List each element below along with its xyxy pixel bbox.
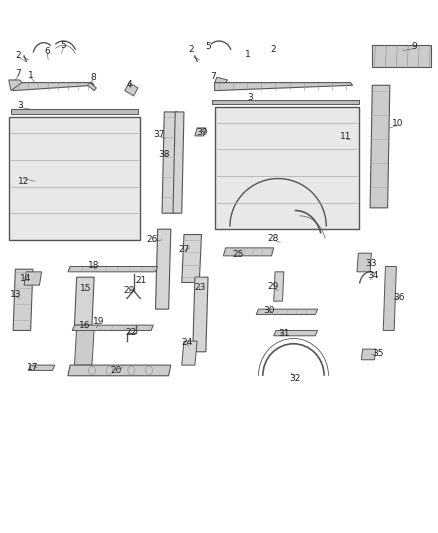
Polygon shape xyxy=(9,117,140,240)
Polygon shape xyxy=(372,45,431,67)
Text: 36: 36 xyxy=(394,293,405,302)
Text: 14: 14 xyxy=(20,274,31,283)
Polygon shape xyxy=(88,83,96,91)
Polygon shape xyxy=(155,229,171,309)
Polygon shape xyxy=(74,277,94,325)
Polygon shape xyxy=(195,128,206,136)
Polygon shape xyxy=(215,107,359,229)
Polygon shape xyxy=(274,272,284,301)
Text: 34: 34 xyxy=(367,271,379,280)
Text: 24: 24 xyxy=(181,338,192,346)
Text: 13: 13 xyxy=(10,290,21,299)
Text: 31: 31 xyxy=(278,329,290,337)
Polygon shape xyxy=(13,269,33,330)
Text: 4: 4 xyxy=(127,80,132,88)
Polygon shape xyxy=(13,83,94,91)
Polygon shape xyxy=(193,277,208,352)
Text: 15: 15 xyxy=(80,285,91,293)
Polygon shape xyxy=(125,83,138,96)
Polygon shape xyxy=(370,85,390,208)
Text: 11: 11 xyxy=(340,133,352,141)
Polygon shape xyxy=(357,253,371,272)
Polygon shape xyxy=(215,83,353,91)
Text: 37: 37 xyxy=(153,130,164,139)
Text: 1: 1 xyxy=(245,51,251,59)
Polygon shape xyxy=(182,235,201,282)
Text: 6: 6 xyxy=(44,47,50,56)
Text: 10: 10 xyxy=(392,119,403,128)
Polygon shape xyxy=(9,80,22,91)
Polygon shape xyxy=(162,112,177,213)
Polygon shape xyxy=(215,77,228,83)
Text: 30: 30 xyxy=(263,306,275,315)
Text: 1: 1 xyxy=(28,71,34,80)
Polygon shape xyxy=(274,330,318,336)
Text: 5: 5 xyxy=(60,42,67,50)
Text: 2: 2 xyxy=(188,45,194,53)
Text: 22: 22 xyxy=(125,328,136,336)
Polygon shape xyxy=(212,100,359,104)
Text: 7: 7 xyxy=(210,72,216,80)
Text: 2: 2 xyxy=(270,45,276,53)
Polygon shape xyxy=(182,341,197,365)
Text: 16: 16 xyxy=(79,321,91,329)
Text: 9: 9 xyxy=(411,43,417,51)
Text: 5: 5 xyxy=(205,42,212,51)
Polygon shape xyxy=(72,325,153,330)
Polygon shape xyxy=(383,266,396,330)
Text: 19: 19 xyxy=(93,317,105,326)
Text: 8: 8 xyxy=(90,74,96,82)
Polygon shape xyxy=(24,272,42,285)
Text: 29: 29 xyxy=(268,282,279,291)
Text: 17: 17 xyxy=(27,364,39,372)
Text: 18: 18 xyxy=(88,261,99,270)
Text: 7: 7 xyxy=(15,69,21,77)
Polygon shape xyxy=(361,349,376,360)
Text: 12: 12 xyxy=(18,177,29,185)
Polygon shape xyxy=(68,365,171,376)
Text: 39: 39 xyxy=(197,128,208,136)
Text: 21: 21 xyxy=(135,276,147,285)
Polygon shape xyxy=(74,328,94,365)
Text: 27: 27 xyxy=(179,245,190,254)
Text: 35: 35 xyxy=(372,350,384,358)
Text: 32: 32 xyxy=(290,374,301,383)
Text: 23: 23 xyxy=(194,284,205,292)
Text: 25: 25 xyxy=(233,251,244,259)
Text: 38: 38 xyxy=(158,150,170,159)
Text: 20: 20 xyxy=(110,367,121,375)
Polygon shape xyxy=(28,365,55,370)
Polygon shape xyxy=(223,248,274,256)
Text: 29: 29 xyxy=(124,286,135,295)
Text: 3: 3 xyxy=(247,93,253,102)
Polygon shape xyxy=(256,309,318,314)
Polygon shape xyxy=(173,112,184,213)
Text: 33: 33 xyxy=(366,259,377,268)
Polygon shape xyxy=(11,109,138,114)
Text: 28: 28 xyxy=(268,234,279,243)
Text: 2: 2 xyxy=(16,51,21,60)
Text: 26: 26 xyxy=(147,236,158,244)
Polygon shape xyxy=(68,266,158,272)
Text: 3: 3 xyxy=(17,101,23,110)
